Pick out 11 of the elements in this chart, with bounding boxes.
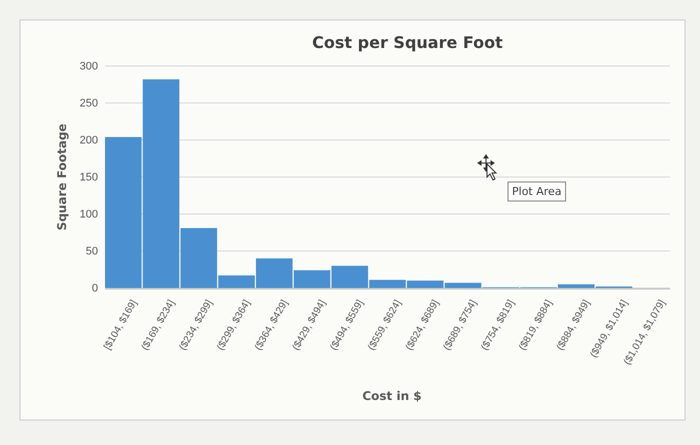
y-axis-title: Square Footage [55, 124, 69, 230]
y-tick-label: 200 [80, 134, 98, 147]
annotation: Plot Area [512, 185, 562, 198]
y-tick-label: 100 [80, 208, 98, 221]
x-axis-title: Cost in $ [362, 389, 422, 403]
chart-title: Cost per Square Foot [312, 33, 504, 52]
y-tick-label: 0 [92, 282, 98, 295]
y-tick-label: 50 [86, 246, 98, 258]
y-tick-label: 300 [80, 60, 98, 73]
y-tick-label: 150 [80, 172, 98, 184]
y-tick-label: 250 [80, 98, 98, 110]
